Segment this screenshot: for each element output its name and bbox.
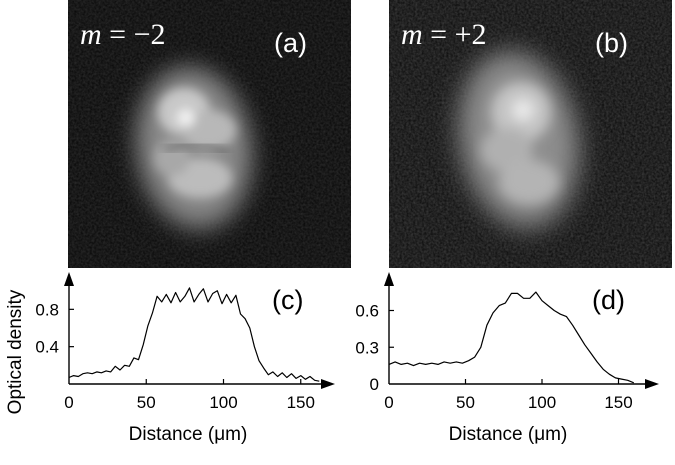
absorption-image-a: m = −2 (a) xyxy=(68,0,351,268)
density-line-c xyxy=(68,287,320,382)
panel-label-c: (c) xyxy=(272,285,303,315)
panel-label-b: (b) xyxy=(595,28,628,58)
y-axis-arrow-d xyxy=(384,272,394,286)
x-tick-label-d: 0 xyxy=(384,393,393,412)
m-label-a: m = −2 xyxy=(80,20,166,50)
density-line-d xyxy=(388,291,635,384)
x-tick-label-c: 150 xyxy=(287,393,315,412)
atom-cloud-image-a xyxy=(68,0,351,268)
y-tick-label-d: 0.3 xyxy=(355,338,379,357)
x-tick-label-c: 50 xyxy=(137,393,156,412)
y-tick-label-d: 0.6 xyxy=(355,302,379,321)
x-axis-arrow-d xyxy=(645,379,659,389)
panel-label-d: (d) xyxy=(592,285,625,315)
y-tick-label-d: 0 xyxy=(370,375,379,394)
profile-chart-c: 0 50 100 150 0.4 0.8 (c) Distance (μm) Optica… xyxy=(5,272,335,445)
x-tick-label-c: 100 xyxy=(209,393,237,412)
y-axis-label-c: Optical density xyxy=(5,289,26,414)
panel-label-a: (a) xyxy=(274,28,307,58)
x-tick-label-d: 50 xyxy=(456,393,475,412)
x-axis-label-c: Distance (μm) xyxy=(129,424,248,445)
absorption-image-b: m = +2 (b) xyxy=(389,0,672,268)
profile-chart-d: 0 50 100 150 0 0.3 0.6 (d) Distance (μm) xyxy=(355,272,659,445)
y-tick-label-c: 0.4 xyxy=(35,338,59,357)
m-variable: m xyxy=(401,18,423,51)
m-label-b: m = +2 xyxy=(401,20,487,50)
m-variable: m xyxy=(80,18,102,51)
atom-cloud-image-b xyxy=(389,0,672,268)
x-axis-arrow-c xyxy=(321,379,335,389)
y-axis-arrow-c xyxy=(64,272,74,286)
m-value: = −2 xyxy=(101,18,166,51)
y-tick-label-c: 0.8 xyxy=(35,300,59,319)
x-tick-label-d: 150 xyxy=(604,393,632,412)
x-tick-label-c: 0 xyxy=(64,393,73,412)
x-axis-label-d: Distance (μm) xyxy=(449,424,568,445)
x-tick-label-d: 100 xyxy=(528,393,556,412)
m-value: = +2 xyxy=(422,18,487,51)
